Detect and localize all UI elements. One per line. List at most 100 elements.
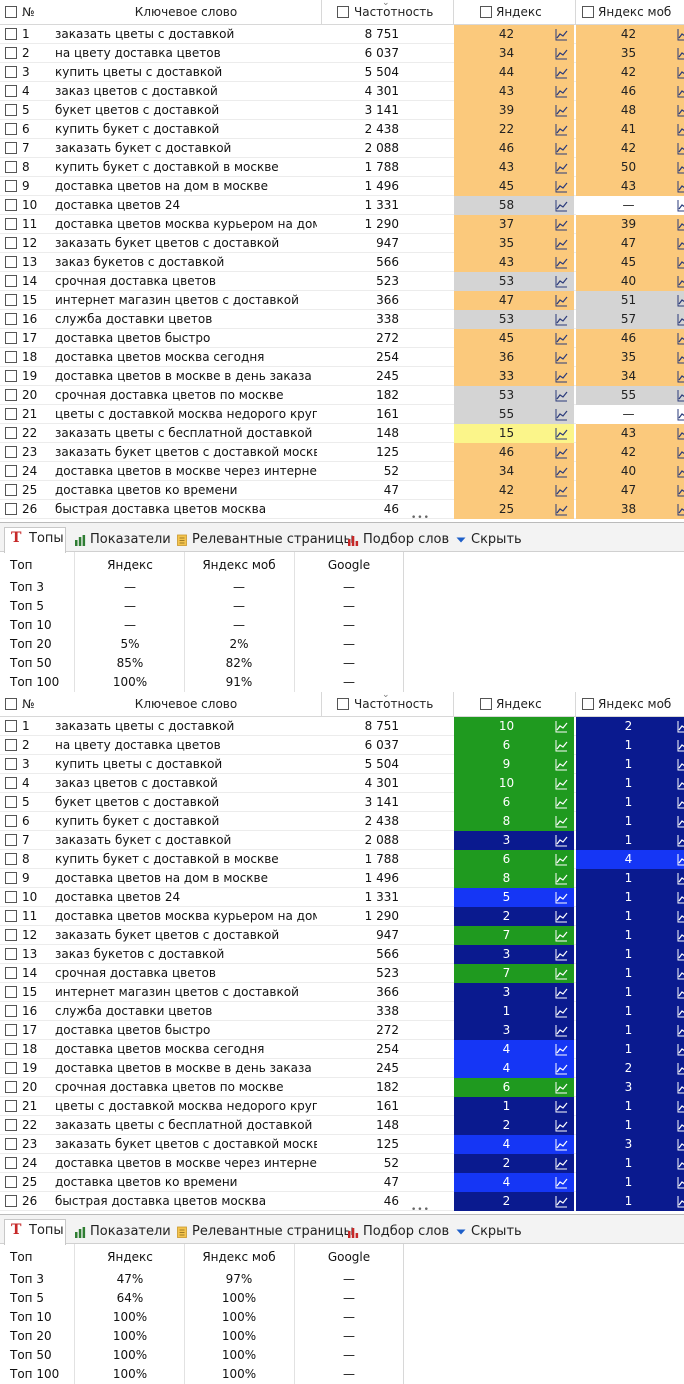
position-chart-icon[interactable] bbox=[677, 1157, 684, 1170]
yandex-checkbox[interactable] bbox=[480, 698, 492, 710]
table-row[interactable]: 8 купить букет с доставкой в москве 1 788 4… bbox=[0, 158, 684, 177]
position-chart-icon[interactable] bbox=[677, 1176, 684, 1189]
position-chart-icon[interactable] bbox=[677, 929, 684, 942]
table-row[interactable]: 25 доставка цветов ко времени 47 4 1 bbox=[0, 1173, 684, 1192]
tops-col-google[interactable]: Google bbox=[327, 558, 371, 572]
position-chart-icon[interactable] bbox=[677, 1119, 684, 1132]
row-checkbox[interactable] bbox=[5, 1176, 17, 1188]
position-chart-icon[interactable] bbox=[677, 758, 684, 771]
table-row[interactable]: 25 доставка цветов ко времени 47 42 47 bbox=[0, 481, 684, 500]
position-chart-icon[interactable] bbox=[555, 161, 568, 174]
position-chart-icon[interactable] bbox=[555, 142, 568, 155]
position-chart-icon[interactable] bbox=[555, 85, 568, 98]
tab-metrics[interactable]: Показатели bbox=[68, 529, 171, 553]
table-row[interactable]: 15 интернет магазин цветов с доставкой 366… bbox=[0, 983, 684, 1002]
position-chart-icon[interactable] bbox=[677, 66, 684, 79]
row-checkbox[interactable] bbox=[5, 180, 17, 192]
position-chart-icon[interactable] bbox=[555, 1100, 568, 1113]
col-keyword[interactable]: Ключевое слово bbox=[134, 5, 238, 19]
position-chart-icon[interactable] bbox=[555, 1195, 568, 1208]
row-checkbox[interactable] bbox=[5, 720, 17, 732]
row-checkbox[interactable] bbox=[5, 104, 17, 116]
position-chart-icon[interactable] bbox=[677, 834, 684, 847]
tab-hide[interactable]: Скрыть bbox=[449, 529, 525, 553]
row-checkbox[interactable] bbox=[5, 1138, 17, 1150]
col-freq[interactable]: Частотность bbox=[354, 697, 434, 711]
position-chart-icon[interactable] bbox=[555, 389, 568, 402]
row-checkbox[interactable] bbox=[5, 872, 17, 884]
position-chart-icon[interactable] bbox=[677, 910, 684, 923]
position-chart-icon[interactable] bbox=[555, 503, 568, 516]
position-chart-icon[interactable] bbox=[677, 986, 684, 999]
freq-checkbox[interactable] bbox=[337, 6, 349, 18]
col-yandex[interactable]: Яндекс bbox=[496, 697, 542, 711]
row-checkbox[interactable] bbox=[5, 758, 17, 770]
position-chart-icon[interactable] bbox=[677, 1195, 684, 1208]
row-checkbox[interactable] bbox=[5, 503, 17, 515]
table-row[interactable]: 16 служба доставки цветов 338 53 57 bbox=[0, 310, 684, 329]
table-row[interactable]: 2 на цвету доставка цветов 6 037 34 35 bbox=[0, 44, 684, 63]
position-chart-icon[interactable] bbox=[677, 85, 684, 98]
table-row[interactable]: 9 доставка цветов на дом в москве 1 496 8 1 bbox=[0, 869, 684, 888]
tops-col-yandex-mob[interactable]: Яндекс моб bbox=[202, 1250, 276, 1264]
table-row[interactable]: 23 заказать букет цветов с доставкой моск… bbox=[0, 443, 684, 462]
table-row[interactable]: 4 заказ цветов с доставкой 4 301 10 1 bbox=[0, 774, 684, 793]
position-chart-icon[interactable] bbox=[677, 47, 684, 60]
position-chart-icon[interactable] bbox=[555, 986, 568, 999]
row-checkbox[interactable] bbox=[5, 484, 17, 496]
row-checkbox[interactable] bbox=[5, 199, 17, 211]
col-freq[interactable]: Частотность bbox=[354, 5, 434, 19]
position-chart-icon[interactable] bbox=[677, 1081, 684, 1094]
table-row[interactable]: 17 доставка цветов быстро 272 45 46 bbox=[0, 329, 684, 348]
position-chart-icon[interactable] bbox=[555, 777, 568, 790]
position-chart-icon[interactable] bbox=[677, 142, 684, 155]
position-chart-icon[interactable] bbox=[677, 389, 684, 402]
position-chart-icon[interactable] bbox=[555, 218, 568, 231]
position-chart-icon[interactable] bbox=[555, 739, 568, 752]
position-chart-icon[interactable] bbox=[555, 180, 568, 193]
position-chart-icon[interactable] bbox=[555, 815, 568, 828]
table-row[interactable]: 5 букет цветов с доставкой 3 141 39 48 bbox=[0, 101, 684, 120]
position-chart-icon[interactable] bbox=[555, 1138, 568, 1151]
position-chart-icon[interactable] bbox=[677, 351, 684, 364]
row-checkbox[interactable] bbox=[5, 796, 17, 808]
position-chart-icon[interactable] bbox=[555, 332, 568, 345]
position-chart-icon[interactable] bbox=[677, 237, 684, 250]
row-checkbox[interactable] bbox=[5, 237, 17, 249]
row-checkbox[interactable] bbox=[5, 986, 17, 998]
position-chart-icon[interactable] bbox=[677, 313, 684, 326]
yandex-mob-checkbox[interactable] bbox=[582, 6, 594, 18]
table-row[interactable]: 17 доставка цветов быстро 272 3 1 bbox=[0, 1021, 684, 1040]
table-row[interactable]: 3 купить цветы с доставкой 5 504 9 1 bbox=[0, 755, 684, 774]
row-checkbox[interactable] bbox=[5, 1024, 17, 1036]
table-row[interactable]: 6 купить букет с доставкой 2 438 8 1 bbox=[0, 812, 684, 831]
position-chart-icon[interactable] bbox=[677, 1024, 684, 1037]
row-checkbox[interactable] bbox=[5, 218, 17, 230]
position-chart-icon[interactable] bbox=[677, 408, 684, 421]
position-chart-icon[interactable] bbox=[555, 66, 568, 79]
row-checkbox[interactable] bbox=[5, 1157, 17, 1169]
position-chart-icon[interactable] bbox=[555, 1157, 568, 1170]
row-checkbox[interactable] bbox=[5, 910, 17, 922]
position-chart-icon[interactable] bbox=[677, 891, 684, 904]
table-row[interactable]: 3 купить цветы с доставкой 5 504 44 42 bbox=[0, 63, 684, 82]
col-yandex-mob[interactable]: Яндекс моб bbox=[598, 697, 672, 711]
position-chart-icon[interactable] bbox=[555, 484, 568, 497]
position-chart-icon[interactable] bbox=[677, 123, 684, 136]
row-checkbox[interactable] bbox=[5, 853, 17, 865]
row-checkbox[interactable] bbox=[5, 1005, 17, 1017]
position-chart-icon[interactable] bbox=[677, 1138, 684, 1151]
row-checkbox[interactable] bbox=[5, 1195, 17, 1207]
row-checkbox[interactable] bbox=[5, 446, 17, 458]
tops-col-yandex-mob[interactable]: Яндекс моб bbox=[202, 558, 276, 572]
table-row[interactable]: 7 заказать букет с доставкой 2 088 3 1 bbox=[0, 831, 684, 850]
position-chart-icon[interactable] bbox=[555, 47, 568, 60]
table-row[interactable]: 7 заказать букет с доставкой 2 088 46 42 bbox=[0, 139, 684, 158]
row-checkbox[interactable] bbox=[5, 815, 17, 827]
table-row[interactable]: 10 доставка цветов 24 1 331 58 — bbox=[0, 196, 684, 215]
position-chart-icon[interactable] bbox=[555, 123, 568, 136]
position-chart-icon[interactable] bbox=[677, 1005, 684, 1018]
position-chart-icon[interactable] bbox=[677, 720, 684, 733]
row-checkbox[interactable] bbox=[5, 891, 17, 903]
table-row[interactable]: 21 цветы с доставкой москва недорого круг… bbox=[0, 1097, 684, 1116]
